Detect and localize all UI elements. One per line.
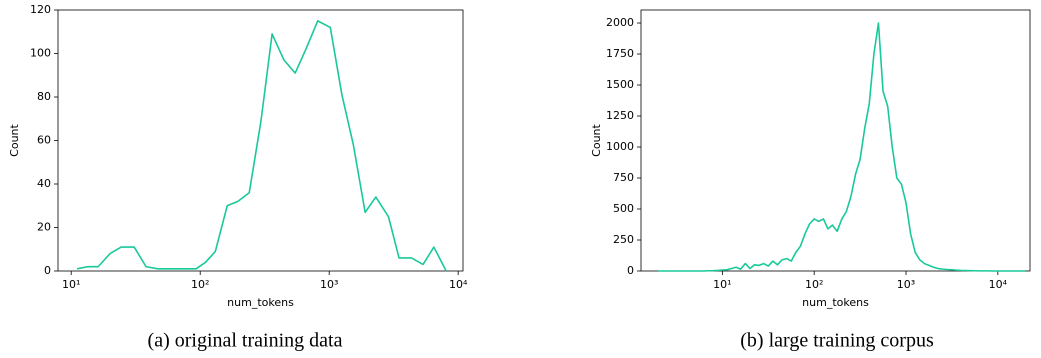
y-tick-label: 1750 (606, 47, 634, 60)
x-tick-label: 10³ (320, 278, 338, 291)
y-axis-label: Count (590, 123, 603, 156)
caption: (a) original training data (148, 330, 343, 352)
y-tick-label: 120 (30, 3, 51, 16)
x-tick-label: 10¹ (62, 278, 80, 291)
y-tick-label: 1500 (606, 78, 634, 91)
y-tick-label: 0 (44, 264, 51, 277)
y-tick-label: 40 (37, 177, 51, 190)
y-tick-label: 2000 (606, 16, 634, 29)
y-tick-label: 100 (30, 47, 51, 60)
caption: (b) large training corpus (740, 330, 934, 352)
y-tick-label: 20 (37, 221, 51, 234)
x-tick-label: 10⁴ (449, 278, 468, 291)
y-tick-label: 60 (37, 134, 51, 147)
x-tick-label: 10¹ (713, 278, 731, 291)
x-axis-label: num_tokens (802, 296, 869, 309)
y-tick-label: 750 (613, 171, 634, 184)
y-axis-label: Count (8, 123, 21, 156)
x-axis-label: num_tokens (227, 296, 294, 309)
x-tick-label: 10³ (897, 278, 915, 291)
plot-frame (57, 9, 464, 272)
y-tick-label: 1250 (606, 109, 634, 122)
y-tick-label: 1000 (606, 140, 634, 153)
y-tick-label: 500 (613, 202, 634, 215)
x-tick-label: 10² (191, 278, 209, 291)
y-tick-label: 0 (627, 264, 634, 277)
data-line (76, 20, 447, 272)
x-tick-label: 10⁴ (989, 278, 1008, 291)
plot-frame (640, 9, 1031, 272)
data-line (658, 22, 1026, 272)
y-tick-label: 80 (37, 90, 51, 103)
x-tick-label: 10² (805, 278, 823, 291)
y-tick-label: 250 (613, 233, 634, 246)
